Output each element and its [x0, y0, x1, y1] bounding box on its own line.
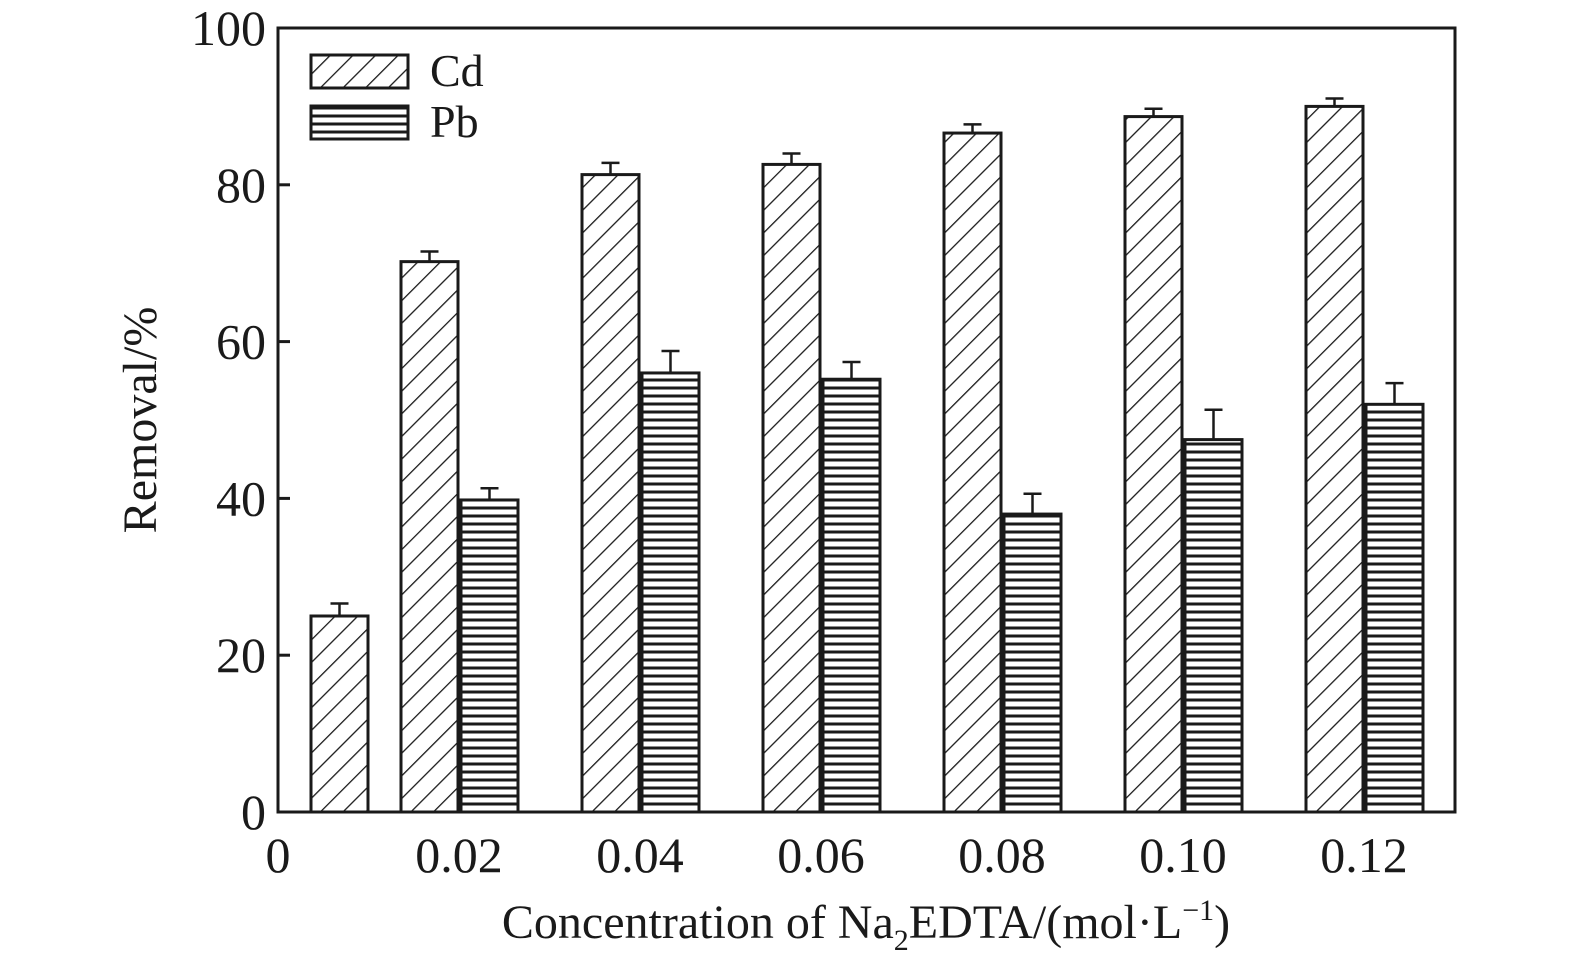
y-axis: 0 20 40 60 80 100 — [191, 0, 290, 840]
bar-cd-0.08 — [942, 131, 1003, 814]
x-axis: 0 0.02 0.04 0.06 0.08 0.10 0.12 — [266, 827, 1408, 883]
y-tick-label: 0 — [241, 784, 266, 840]
plot-frame — [276, 26, 1457, 814]
legend-swatch-pb — [309, 104, 410, 141]
x-axis-label-suffix: ) — [1214, 896, 1230, 949]
x-axis-label-prefix: Concentration of Na — [502, 896, 894, 949]
error-bar-cd-0 — [330, 602, 349, 616]
y-tick-label: 20 — [216, 627, 266, 683]
legend: Cd Pb — [309, 45, 484, 147]
legend-label-pb: Pb — [430, 96, 479, 147]
bar-cd-0.10 — [1123, 115, 1184, 814]
error-bar-cd-0.02 — [420, 250, 439, 262]
x-tick-label: 0.08 — [958, 827, 1046, 883]
legend-label-cd: Cd — [430, 45, 484, 96]
bar-pb-0.02 — [459, 498, 520, 814]
error-bar-cd-0.10 — [1144, 107, 1163, 117]
bar-pb-0.06 — [821, 377, 882, 814]
x-axis-label-middle: EDTA/(mol·L — [909, 896, 1182, 949]
error-bar-pb-0.12 — [1385, 381, 1404, 405]
bar-cd-0.06 — [761, 162, 822, 814]
error-bar-pb-0.02 — [480, 486, 499, 500]
y-tick-label: 80 — [216, 157, 266, 213]
x-axis-label-subscript: 2 — [894, 924, 909, 957]
legend-swatch-cd — [309, 53, 410, 90]
bar-pb-0.12 — [1364, 402, 1425, 814]
bar-cd-0.04 — [580, 173, 641, 814]
x-tick-label: 0 — [266, 827, 291, 883]
bars-layer — [309, 104, 1425, 814]
bar-pb-0.10 — [1183, 438, 1244, 814]
x-tick-label: 0.04 — [596, 827, 684, 883]
x-tick-label: 0.06 — [777, 827, 865, 883]
bar-pb-0.04 — [640, 371, 701, 814]
bar-cd-0.12 — [1304, 104, 1365, 814]
error-bar-pb-0.08 — [1023, 492, 1042, 515]
y-axis-label: Removal/% — [114, 307, 167, 534]
bar-cd-0.02 — [399, 260, 460, 814]
error-bar-pb-0.06 — [842, 360, 861, 380]
error-bar-cd-0.08 — [963, 123, 982, 134]
x-tick-label: 0.02 — [415, 827, 503, 883]
error-bar-pb-0.10 — [1204, 408, 1223, 440]
x-tick-label: 0.12 — [1320, 827, 1408, 883]
bar-pb-0.08 — [1002, 512, 1063, 814]
error-bar-pb-0.04 — [661, 349, 680, 373]
error-bar-cd-0.06 — [782, 152, 801, 165]
error-bar-cd-0.04 — [601, 161, 620, 175]
y-tick-label: 60 — [216, 314, 266, 370]
error-bars-layer — [330, 97, 1404, 616]
bar-cd-0 — [309, 614, 370, 814]
y-tick-label: 100 — [191, 0, 266, 56]
y-tick-label: 40 — [216, 470, 266, 526]
error-bar-cd-0.12 — [1325, 97, 1344, 107]
x-tick-label: 0.10 — [1139, 827, 1227, 883]
x-axis-label-superscript: −1 — [1182, 894, 1214, 927]
x-axis-label: Concentration of Na2EDTA/(mol·L−1) — [502, 894, 1230, 957]
